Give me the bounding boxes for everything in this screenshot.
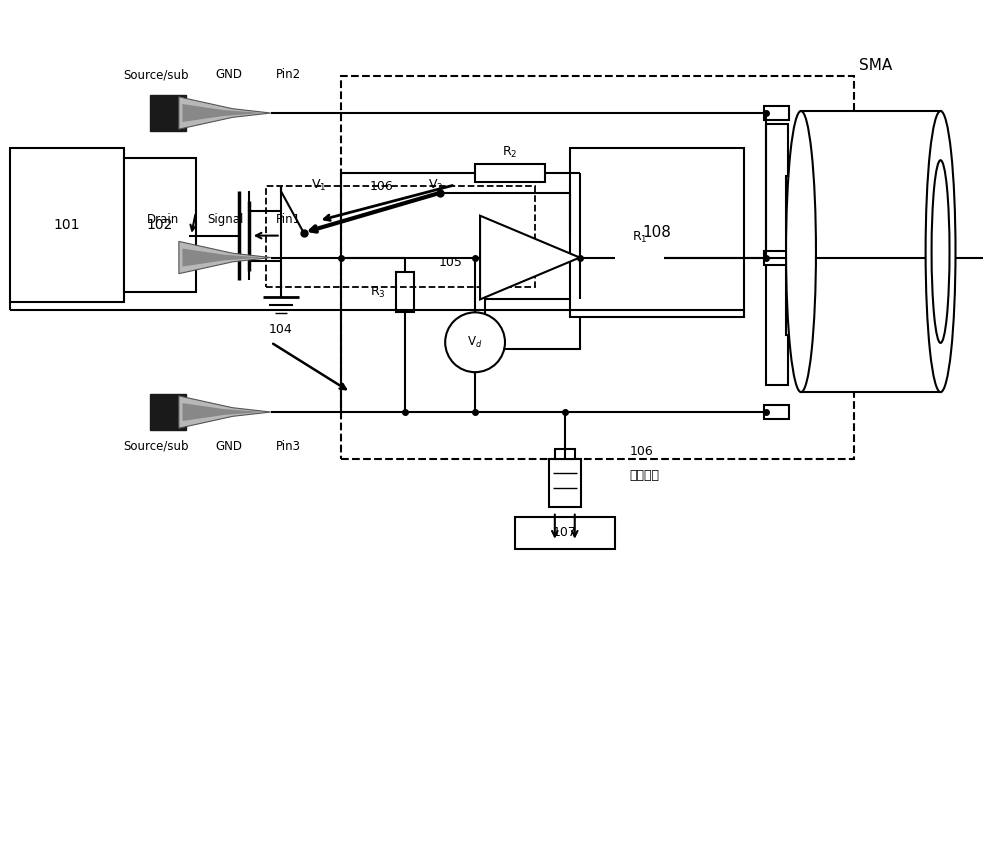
Text: 105: 105 <box>438 256 462 269</box>
Ellipse shape <box>786 111 816 392</box>
Bar <box>764 405 789 419</box>
Bar <box>266 185 535 287</box>
Text: 电源接口: 电源接口 <box>630 469 660 482</box>
Bar <box>786 176 798 335</box>
Polygon shape <box>182 248 262 267</box>
Text: 104: 104 <box>269 324 293 336</box>
Text: 102: 102 <box>147 219 173 232</box>
Bar <box>615 248 664 267</box>
Bar <box>150 394 186 430</box>
Polygon shape <box>179 241 271 274</box>
Text: R$_1$: R$_1$ <box>632 230 647 245</box>
Text: Pin3: Pin3 <box>276 440 301 453</box>
Text: V$_2$: V$_2$ <box>428 178 443 193</box>
Text: R$_3$: R$_3$ <box>370 285 385 300</box>
Bar <box>150 95 186 131</box>
Text: Source/sub: Source/sub <box>123 68 189 81</box>
Bar <box>555 449 575 459</box>
Text: 106: 106 <box>370 180 394 193</box>
Text: GND: GND <box>215 68 242 81</box>
Text: 106: 106 <box>630 446 653 458</box>
Bar <box>549 459 581 507</box>
Polygon shape <box>179 97 271 130</box>
Text: Pin2: Pin2 <box>276 68 301 81</box>
Text: R$_2$: R$_2$ <box>502 145 518 160</box>
Text: 107: 107 <box>553 526 577 540</box>
Bar <box>766 124 788 385</box>
Bar <box>124 158 196 292</box>
Polygon shape <box>182 104 262 122</box>
Bar <box>570 148 744 318</box>
Bar <box>515 517 615 549</box>
Bar <box>485 299 580 349</box>
Text: V$_d$: V$_d$ <box>467 335 483 350</box>
Text: Signal: Signal <box>208 213 244 225</box>
Bar <box>801 111 941 392</box>
Ellipse shape <box>932 160 950 343</box>
Text: 108: 108 <box>643 225 671 241</box>
Text: 101: 101 <box>54 219 80 232</box>
Text: GND: GND <box>215 440 242 453</box>
Polygon shape <box>182 403 262 421</box>
Text: Drain: Drain <box>147 213 179 225</box>
Bar <box>764 251 789 264</box>
Bar <box>10 148 124 302</box>
Text: V$_1$: V$_1$ <box>311 178 326 193</box>
Bar <box>764 106 789 120</box>
Text: Pin1: Pin1 <box>276 213 301 225</box>
Circle shape <box>445 313 505 372</box>
Ellipse shape <box>926 111 956 392</box>
Bar <box>475 163 545 182</box>
Bar <box>341 76 854 459</box>
Text: Source/sub: Source/sub <box>123 440 189 453</box>
Bar <box>150 240 186 275</box>
Text: SMA: SMA <box>859 58 892 73</box>
Bar <box>396 273 414 313</box>
Polygon shape <box>179 396 271 429</box>
Polygon shape <box>480 216 580 299</box>
